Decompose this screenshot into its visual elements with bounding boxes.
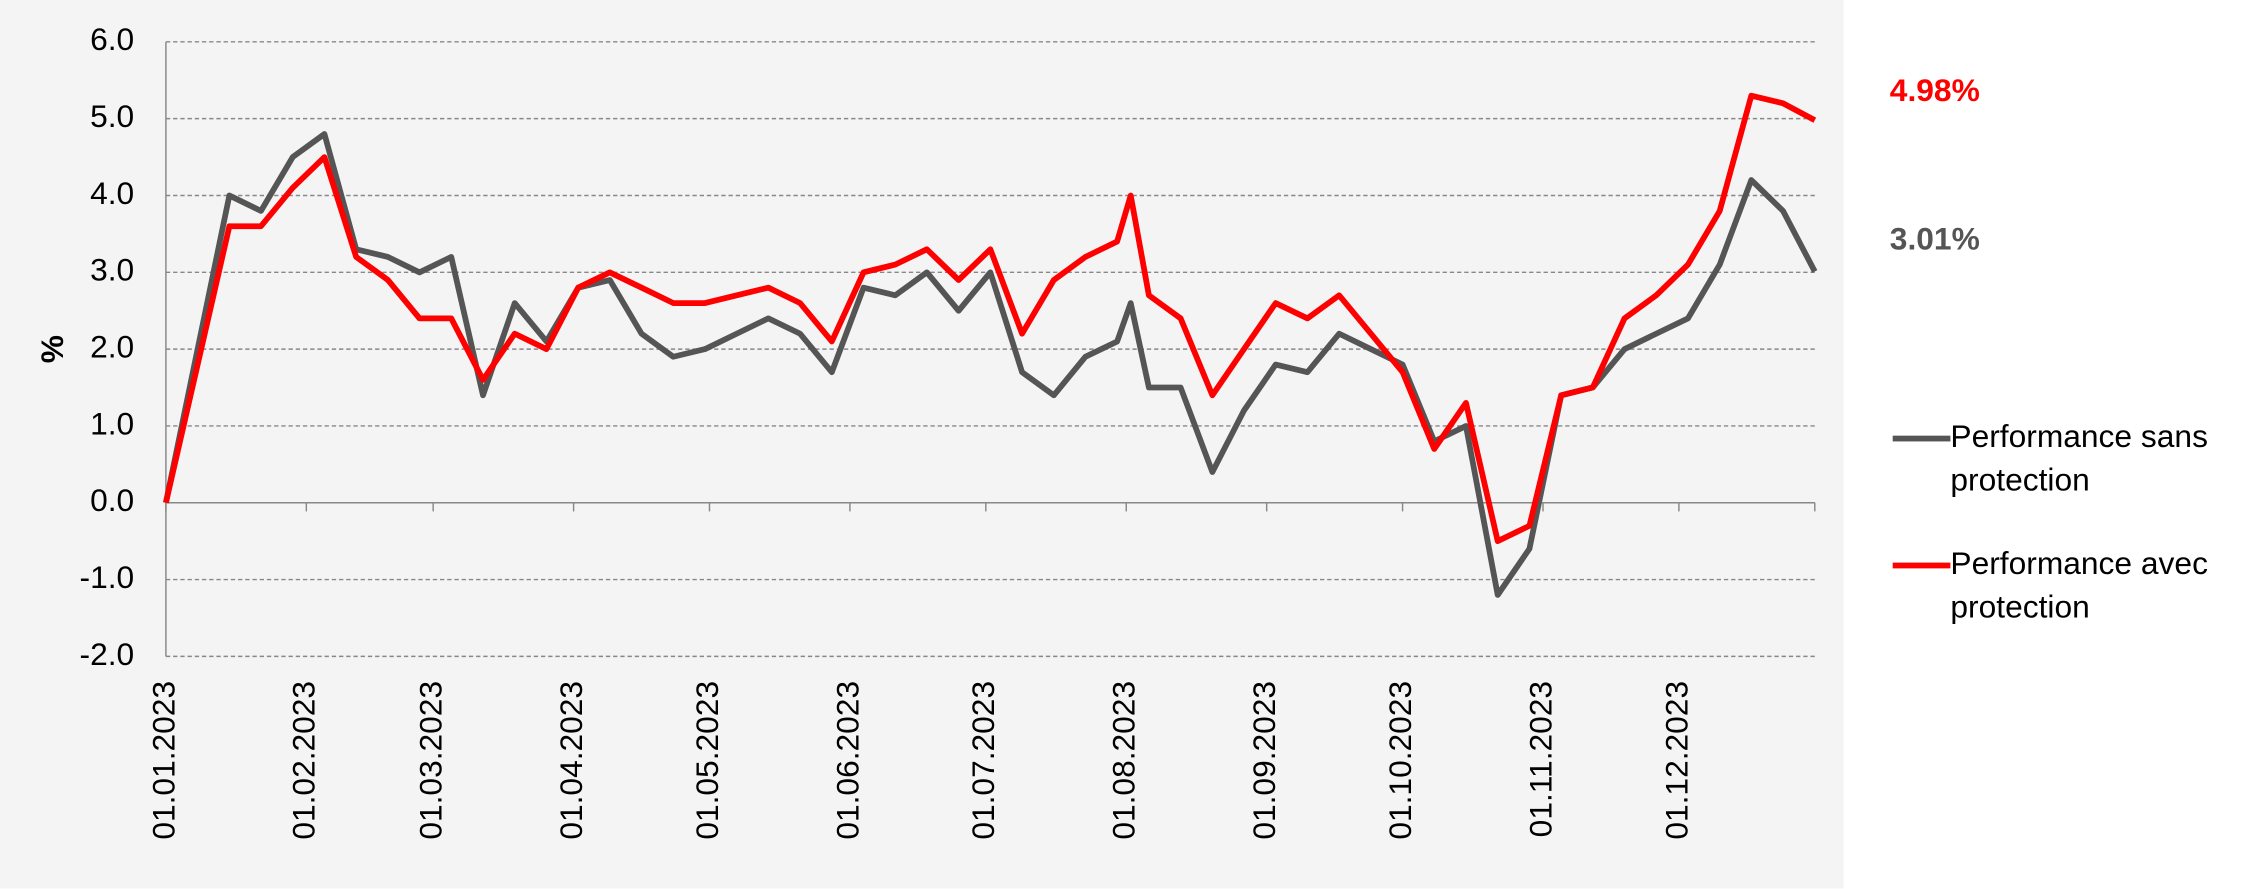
- x-tick-label: 01.01.2023: [145, 681, 181, 840]
- legend-label: Performance sans protection: [1950, 418, 2208, 498]
- series-line: [163, 92, 1817, 545]
- y-tick-label: 2.0: [90, 328, 134, 364]
- y-tick-label: -1.0: [80, 559, 135, 595]
- y-tick-label: 6.0: [90, 21, 134, 57]
- x-tick-label: 01.02.2023: [286, 681, 322, 840]
- x-tick-label: 01.07.2023: [965, 681, 1001, 840]
- x-tick-label: 01.04.2023: [553, 681, 589, 840]
- x-tick-label: 01.03.2023: [413, 681, 449, 840]
- legend-label: Performance avec protection: [1950, 545, 2208, 625]
- y-tick-label: 1.0: [90, 405, 134, 441]
- legend-swatch: [1892, 435, 1951, 442]
- x-tick-label: 01.06.2023: [829, 681, 865, 840]
- y-tick-label: -2.0: [80, 636, 135, 672]
- legend-swatch: [1892, 562, 1951, 569]
- x-tick-label: 01.10.2023: [1382, 681, 1418, 840]
- y-tick-label: 0.0: [90, 482, 134, 518]
- y-tick-label: 3.0: [90, 252, 134, 288]
- x-tick-label: 01.11.2023: [1522, 681, 1558, 837]
- x-tick-label: 01.09.2023: [1246, 681, 1282, 840]
- legend-item: Performance sans protection: [1890, 415, 2251, 502]
- legend: Performance sans protection Performance a…: [1890, 415, 2251, 669]
- y-axis-label: %: [34, 335, 70, 363]
- legend-item: Performance avec protection: [1890, 542, 2251, 629]
- y-tick-label: 4.0: [90, 175, 134, 211]
- annotation: 4.98%: [1889, 72, 1980, 109]
- series-line: [163, 131, 1818, 598]
- annotation: 3.01%: [1889, 220, 1980, 257]
- x-tick-label: 01.05.2023: [689, 681, 725, 840]
- x-tick-label: 01.08.2023: [1106, 681, 1142, 840]
- x-tick-label: 01.12.2023: [1658, 681, 1694, 840]
- plot-background: [0, 0, 1844, 889]
- y-tick-label: 5.0: [90, 98, 134, 134]
